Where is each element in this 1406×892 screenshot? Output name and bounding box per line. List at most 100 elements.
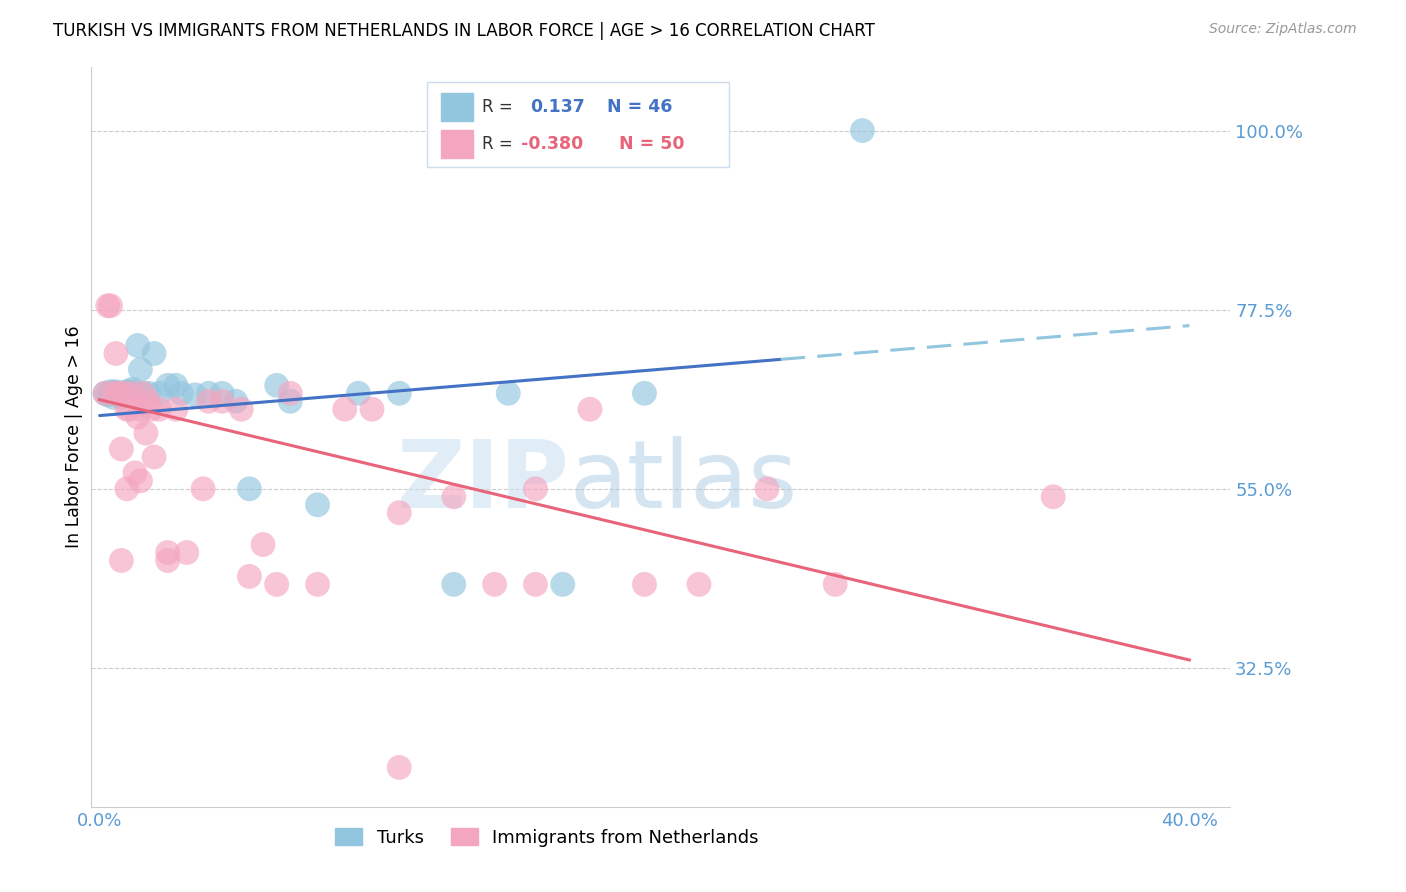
Point — [143, 450, 166, 464]
Bar — [441, 93, 472, 121]
Point — [115, 388, 138, 402]
Point — [266, 378, 288, 392]
Y-axis label: In Labor Force | Age > 16: In Labor Force | Age > 16 — [65, 326, 83, 549]
Point — [211, 386, 233, 401]
Point — [143, 346, 166, 360]
Text: Source: ZipAtlas.com: Source: ZipAtlas.com — [1209, 22, 1357, 37]
Point — [115, 384, 138, 399]
Point — [135, 426, 157, 441]
Point — [633, 577, 655, 591]
Point — [100, 384, 122, 399]
Point — [141, 402, 163, 417]
Point — [129, 402, 152, 417]
Point — [156, 545, 179, 559]
Text: 0.137: 0.137 — [530, 98, 585, 116]
Point — [103, 390, 125, 404]
Text: atlas: atlas — [569, 435, 799, 527]
Point — [333, 402, 356, 417]
Point — [127, 410, 149, 425]
Point — [851, 123, 873, 137]
Point — [112, 386, 135, 401]
Point — [100, 299, 122, 313]
Point — [633, 386, 655, 401]
Point — [824, 577, 846, 591]
FancyBboxPatch shape — [427, 82, 730, 167]
Point — [121, 388, 143, 402]
Point — [118, 386, 141, 401]
Point — [107, 386, 129, 401]
Point — [118, 384, 141, 399]
Point — [110, 390, 132, 404]
Point — [197, 386, 219, 401]
Point — [443, 577, 465, 591]
Legend: Turks, Immigrants from Netherlands: Turks, Immigrants from Netherlands — [328, 821, 766, 854]
Point — [148, 386, 170, 401]
Point — [107, 388, 129, 402]
Point — [124, 386, 146, 401]
Text: -0.380: -0.380 — [520, 135, 583, 153]
Point — [156, 553, 179, 567]
Point — [443, 490, 465, 504]
Point — [238, 482, 260, 496]
Point — [307, 498, 329, 512]
Point — [132, 386, 155, 401]
Point — [118, 402, 141, 417]
Point — [94, 386, 117, 401]
Point — [127, 338, 149, 352]
Point — [103, 386, 125, 401]
Point — [148, 402, 170, 417]
Point — [112, 388, 135, 402]
Point — [115, 482, 138, 496]
Text: TURKISH VS IMMIGRANTS FROM NETHERLANDS IN LABOR FORCE | AGE > 16 CORRELATION CHA: TURKISH VS IMMIGRANTS FROM NETHERLANDS I… — [53, 22, 876, 40]
Point — [138, 386, 160, 401]
Point — [129, 362, 152, 376]
Point — [165, 402, 187, 417]
Point — [756, 482, 779, 496]
Point — [112, 386, 135, 401]
Point — [252, 537, 274, 551]
Point — [524, 482, 547, 496]
Point — [211, 394, 233, 409]
Text: N = 46: N = 46 — [607, 98, 672, 116]
Point — [266, 577, 288, 591]
Point — [170, 386, 193, 401]
Point — [484, 577, 506, 591]
Point — [388, 760, 411, 774]
Point — [132, 386, 155, 401]
Point — [347, 386, 370, 401]
Point — [104, 346, 127, 360]
Point — [238, 569, 260, 583]
Point — [129, 474, 152, 488]
Point — [496, 386, 519, 401]
Point — [115, 386, 138, 401]
Point — [165, 378, 187, 392]
Point — [104, 386, 127, 401]
Point — [124, 390, 146, 404]
Point — [278, 386, 301, 401]
Bar — [441, 130, 472, 158]
Point — [138, 394, 160, 409]
Point — [104, 384, 127, 399]
Point — [156, 378, 179, 392]
Point — [278, 394, 301, 409]
Point — [307, 577, 329, 591]
Point — [191, 482, 214, 496]
Point — [197, 394, 219, 409]
Point — [688, 577, 710, 591]
Text: N = 50: N = 50 — [619, 135, 685, 153]
Point — [524, 577, 547, 591]
Point — [110, 553, 132, 567]
Point — [110, 386, 132, 401]
Point — [1042, 490, 1064, 504]
Point — [115, 402, 138, 417]
Point — [110, 442, 132, 456]
Point — [231, 402, 253, 417]
Point — [94, 386, 117, 401]
Point — [176, 545, 198, 559]
Point — [388, 506, 411, 520]
Point — [124, 466, 146, 480]
Text: ZIP: ZIP — [396, 435, 569, 527]
Point — [103, 386, 125, 401]
Point — [97, 388, 120, 402]
Text: R =: R = — [482, 98, 513, 116]
